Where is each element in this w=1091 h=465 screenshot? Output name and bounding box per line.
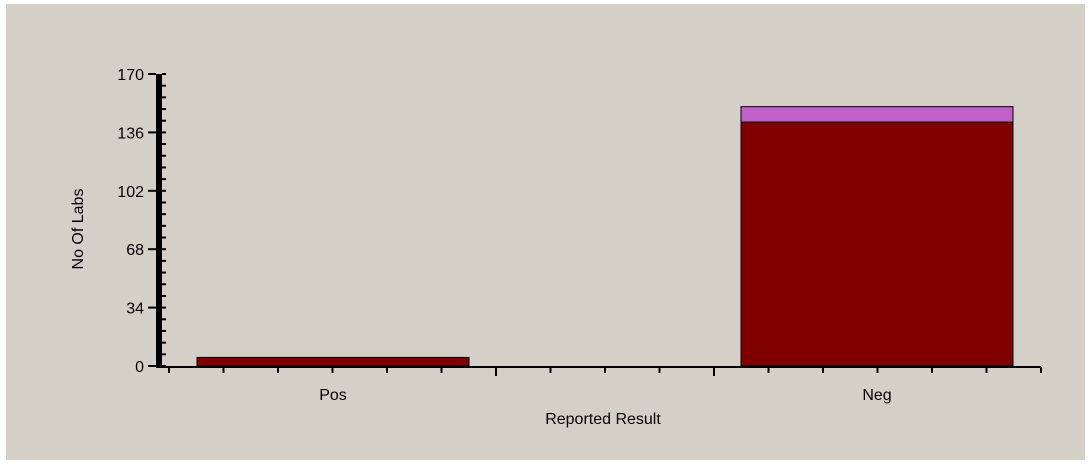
x-axis <box>156 366 1042 376</box>
y-axis <box>148 73 166 367</box>
y-tick-label: 68 <box>126 242 144 259</box>
bar-neg-series-1 <box>740 121 1014 367</box>
chart-frame: 0 34 68 102 136 170 Pos Neg No Of Labs Reported… <box>6 4 1085 460</box>
bars <box>196 106 1014 367</box>
y-axis-title: No Of Labs <box>70 189 87 270</box>
y-axis-line <box>156 74 162 367</box>
y-tick-label: 170 <box>117 67 144 84</box>
y-tick-label: 0 <box>135 359 144 376</box>
bar-neg-series-2 <box>740 106 1014 123</box>
x-axis-title: Reported Result <box>545 411 661 428</box>
y-tick-label: 34 <box>126 301 144 318</box>
tick-labels: 0 34 68 102 136 170 Pos Neg <box>117 67 891 404</box>
y-tick-label: 102 <box>117 184 144 201</box>
chart: 0 34 68 102 136 170 Pos Neg No Of Labs Reported… <box>70 67 1042 428</box>
x-tick-label: Pos <box>319 387 347 404</box>
y-tick-label: 136 <box>117 125 144 142</box>
x-tick-label: Neg <box>862 387 891 404</box>
bar-pos-series-1 <box>196 356 470 367</box>
